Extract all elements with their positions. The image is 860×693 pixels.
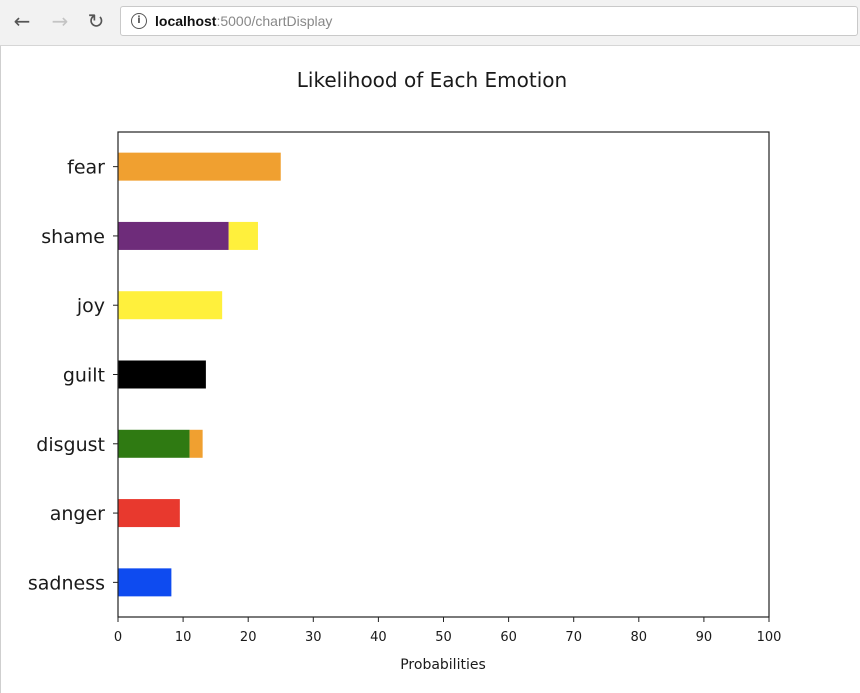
back-arrow-icon[interactable]: ← xyxy=(13,9,31,33)
url-path: :5000/chartDisplay xyxy=(216,13,333,29)
x-tick-label-80: 80 xyxy=(631,630,648,645)
y-tick-label-shame: shame xyxy=(41,226,105,248)
bar-fear-segment-1 xyxy=(118,152,281,181)
url-text: localhost:5000/chartDisplay xyxy=(155,13,332,29)
y-tick-label-disgust: disgust xyxy=(36,434,105,456)
url-host: localhost xyxy=(155,13,217,29)
y-tick-label-anger: anger xyxy=(50,503,105,525)
x-tick-label-100: 100 xyxy=(757,630,782,645)
x-tick-label-60: 60 xyxy=(500,630,517,645)
x-tick-label-30: 30 xyxy=(305,630,322,645)
y-tick-label-sadness: sadness xyxy=(28,572,105,594)
x-tick-label-70: 70 xyxy=(565,630,582,645)
address-bar[interactable]: i localhost:5000/chartDisplay xyxy=(120,6,858,36)
y-tick-label-joy: joy xyxy=(76,295,105,317)
x-tick-label-10: 10 xyxy=(175,630,192,645)
bar-anger-segment-1 xyxy=(118,499,180,528)
bar-shame-segment-1 xyxy=(118,221,229,250)
bar-shame-segment-2 xyxy=(228,221,258,250)
x-tick-label-50: 50 xyxy=(435,630,452,645)
bar-sadness-segment-1 xyxy=(118,568,172,597)
window-left-border xyxy=(0,46,1,693)
bar-disgust-segment-1 xyxy=(118,429,190,458)
bar-disgust-segment-2 xyxy=(189,429,203,458)
browser-toolbar: ← → ↻ i localhost:5000/chartDisplay xyxy=(0,0,860,46)
info-icon[interactable]: i xyxy=(131,13,147,29)
bar-guilt-segment-1 xyxy=(118,360,206,389)
y-tick-label-fear: fear xyxy=(67,157,105,179)
x-tick-label-0: 0 xyxy=(114,630,122,645)
plot-frame xyxy=(117,131,770,618)
emotion-bar-chart: Likelihood of Each Emotion fear shame joy g… xyxy=(28,68,782,673)
x-tick-label-20: 20 xyxy=(240,630,257,645)
reload-icon[interactable]: ↻ xyxy=(87,9,105,33)
x-tick-label-40: 40 xyxy=(370,630,387,645)
y-tick-label-guilt: guilt xyxy=(63,365,105,387)
bar-joy-segment-1 xyxy=(118,291,223,320)
chart-title: Likelihood of Each Emotion xyxy=(297,68,567,92)
x-tick-label-90: 90 xyxy=(696,630,713,645)
plot-area: fear shame joy guilt disgust anger sadness 0 10 2… xyxy=(28,131,782,645)
forward-arrow-icon[interactable]: → xyxy=(51,9,69,33)
x-axis-label: Probabilities xyxy=(400,657,486,673)
